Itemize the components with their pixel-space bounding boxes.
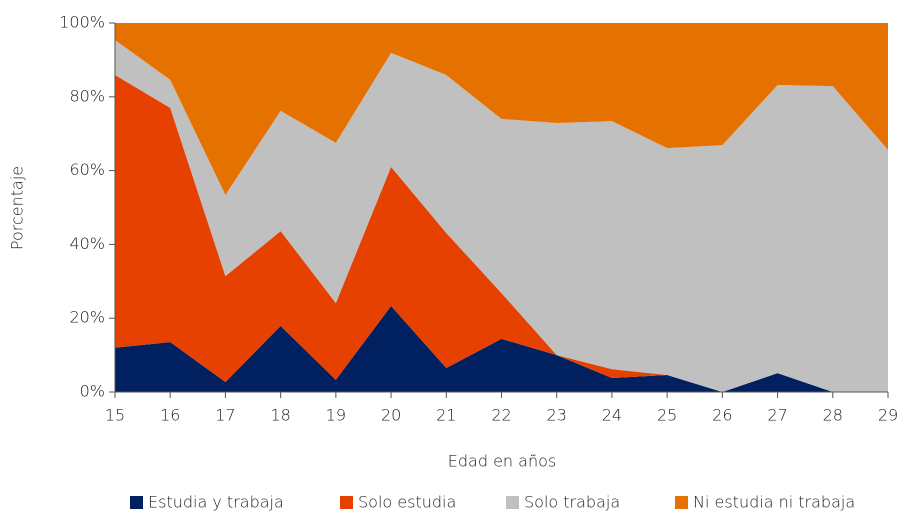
x-tick-label: 23 (547, 406, 567, 425)
x-tick-label: 19 (326, 406, 346, 425)
x-tick-label: 22 (491, 406, 511, 425)
x-tick-label: 20 (381, 406, 401, 425)
legend-label: Estudia y trabaja (148, 493, 284, 512)
y-tick-label: 100% (59, 13, 105, 32)
y-tick-label: 0% (80, 382, 105, 401)
y-tick-label: 20% (69, 308, 105, 327)
legend-swatch (506, 496, 519, 509)
legend-swatch (675, 496, 688, 509)
x-tick-label: 25 (657, 406, 677, 425)
area (115, 39, 888, 392)
area (115, 306, 888, 392)
x-tick-label: 28 (823, 406, 843, 425)
legend-label: Solo trabaja (524, 493, 620, 512)
area (115, 23, 888, 195)
legend-label: Ni estudia ni trabaja (693, 493, 855, 512)
y-axis-label: Porcentaje (8, 166, 27, 250)
x-tick-label: 15 (105, 406, 125, 425)
x-tick-label: 18 (270, 406, 290, 425)
x-axis-label: Edad en años (448, 452, 556, 471)
x-tick-label: 29 (878, 406, 898, 425)
legend-swatch (130, 496, 143, 509)
legend-label: Solo estudia (358, 493, 456, 512)
x-tick-label: 24 (602, 406, 622, 425)
legend-swatch (340, 496, 353, 509)
x-tick-label: 26 (712, 406, 732, 425)
area (115, 75, 888, 393)
x-tick-label: 16 (160, 406, 180, 425)
y-tick-label: 60% (69, 160, 105, 179)
y-tick-label: 40% (69, 234, 105, 253)
y-tick-label: 80% (69, 86, 105, 105)
x-tick-label: 17 (215, 406, 235, 425)
x-tick-label: 21 (436, 406, 456, 425)
x-tick-label: 27 (767, 406, 787, 425)
